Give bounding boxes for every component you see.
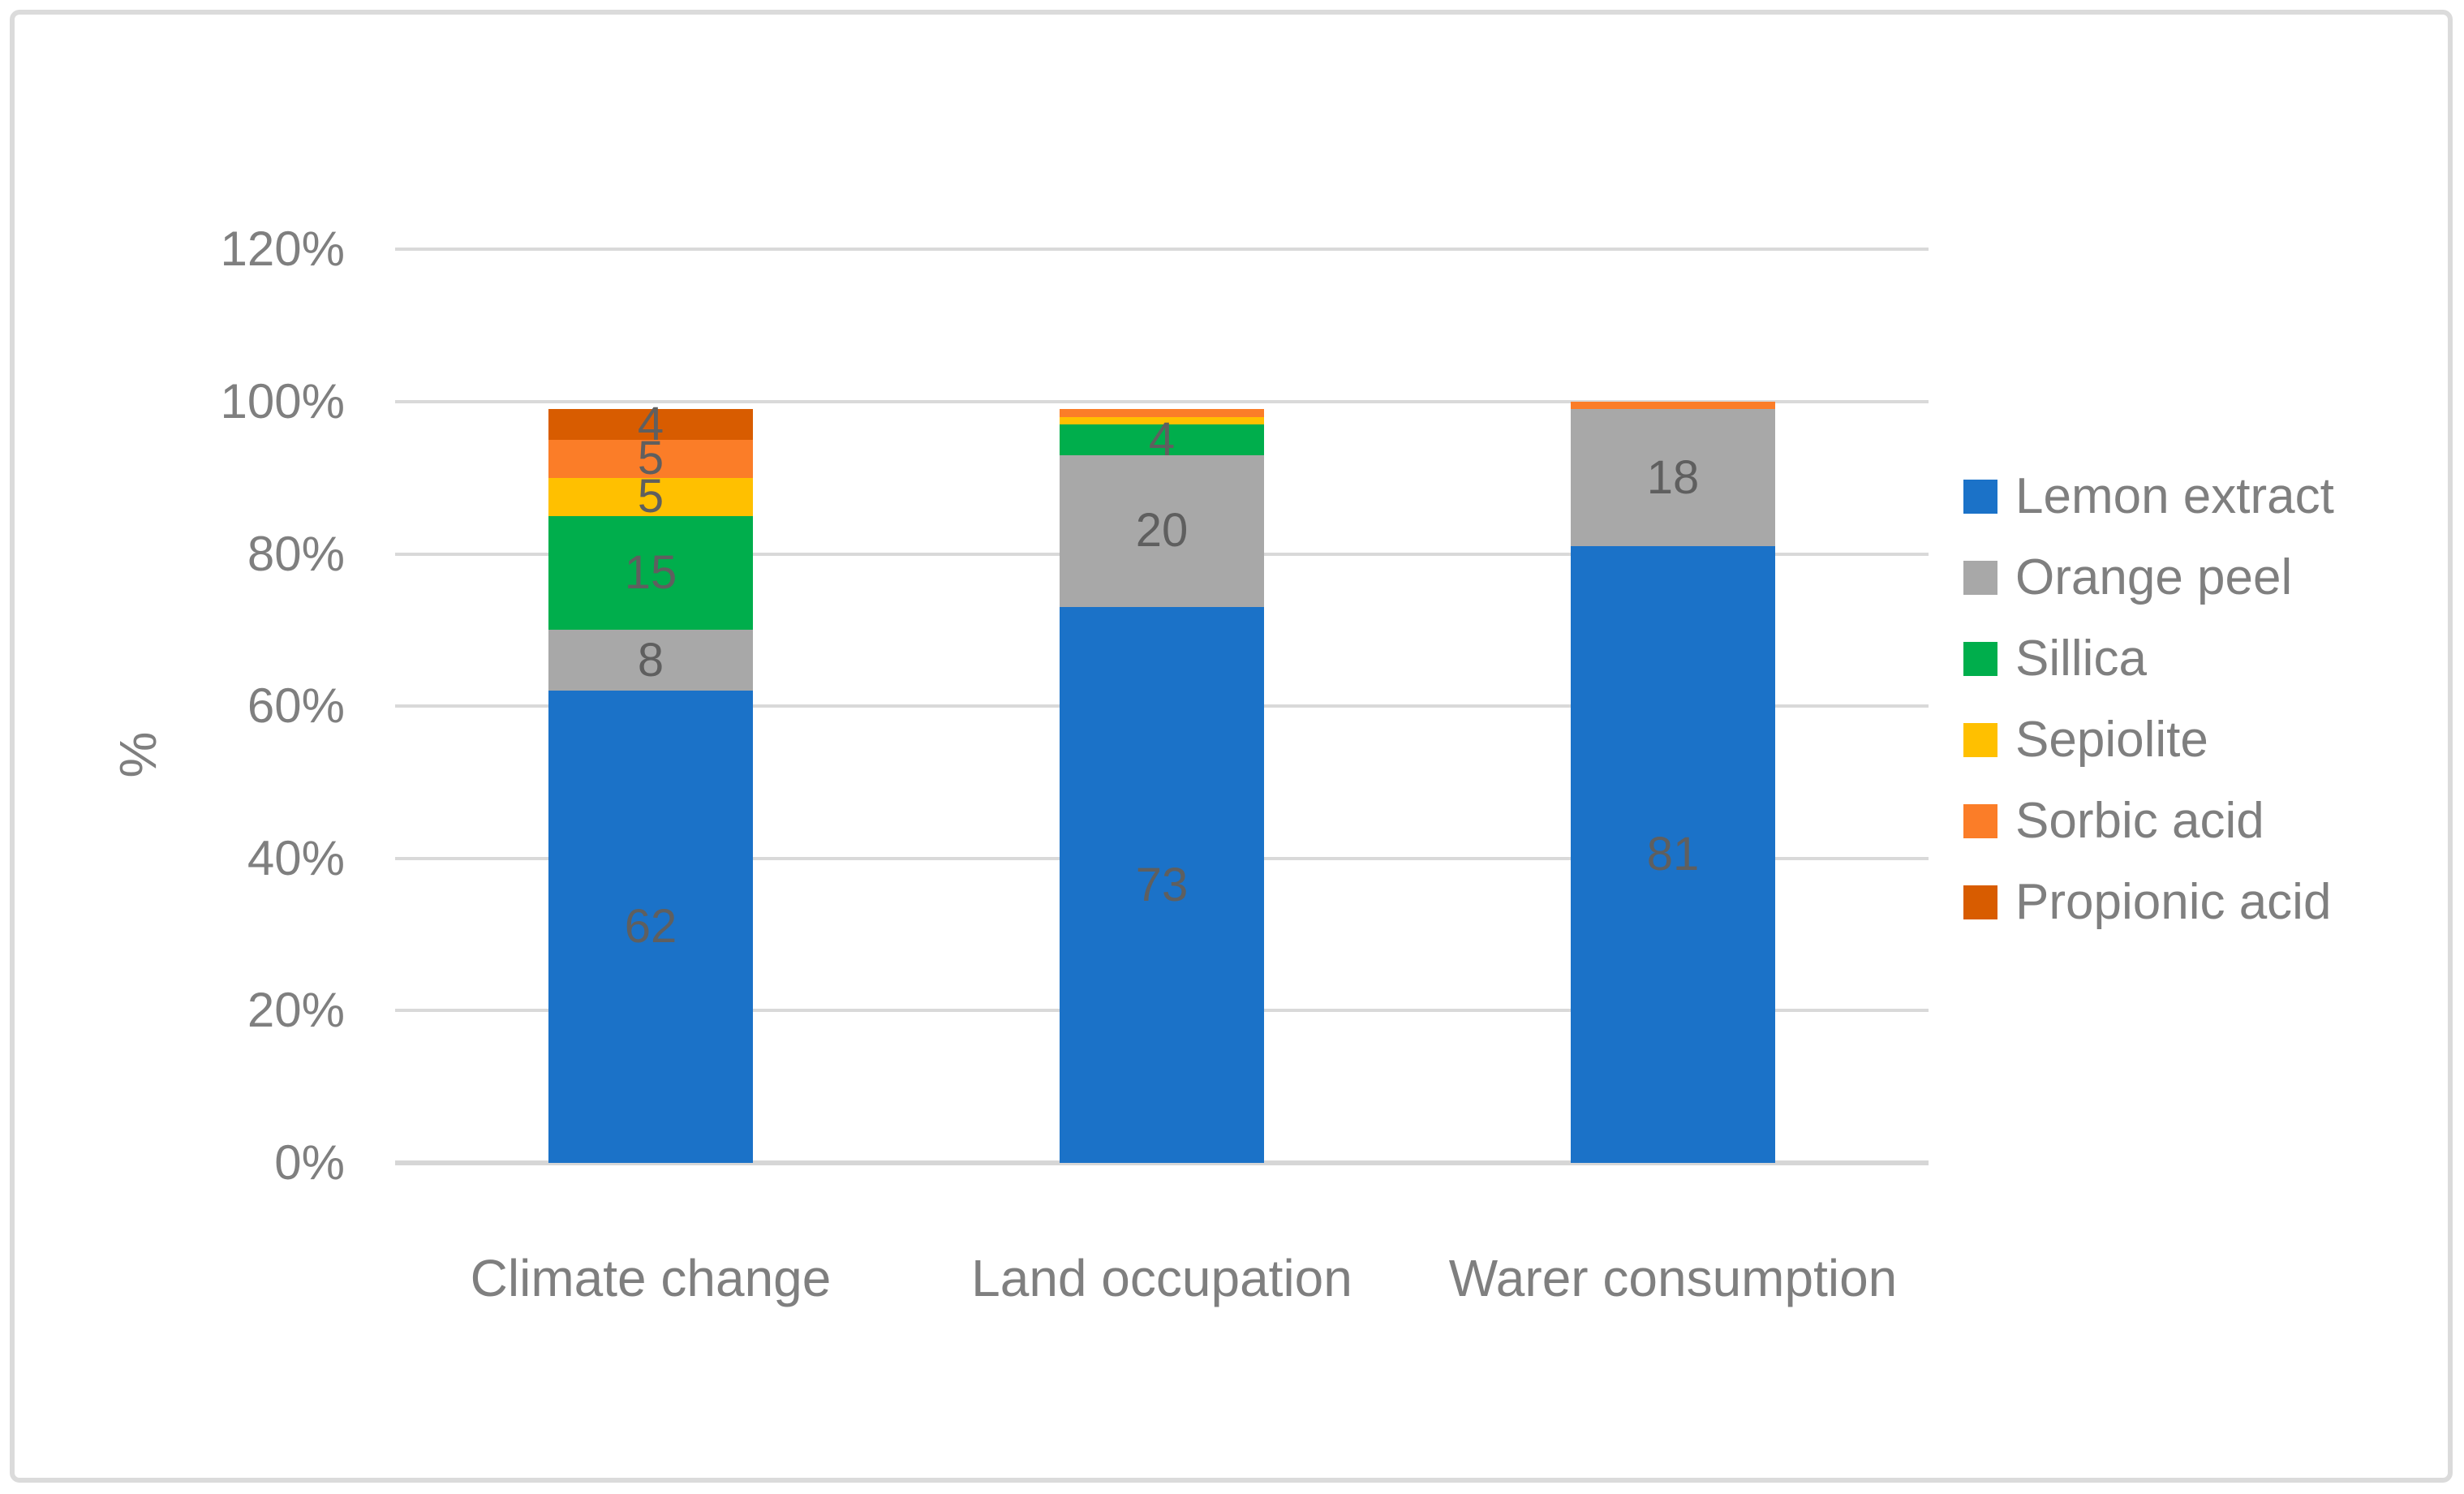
data-label: 5	[637, 470, 664, 523]
y-tick-label: 20%	[247, 983, 345, 1038]
bar-segment-lemon-extract	[548, 691, 753, 1163]
legend-swatch	[1963, 723, 1997, 757]
legend-label: Orange peel	[2015, 549, 2293, 605]
bar-segment-sepiolite	[1060, 416, 1264, 425]
data-label: 81	[1646, 828, 1700, 881]
legend-label: Lemon extract	[2015, 468, 2334, 524]
data-label: 8	[637, 633, 664, 687]
x-category-label: Warer consumption	[1448, 1249, 1898, 1307]
bar-segment-propionic-acid	[548, 409, 753, 440]
y-tick-label: 100%	[220, 374, 345, 428]
legend-item-sepiolite: Sepiolite	[1963, 700, 2208, 781]
data-label: 73	[1135, 858, 1189, 911]
x-category-label: Climate change	[470, 1249, 832, 1307]
y-tick-label: 80%	[247, 526, 345, 581]
data-label: 4	[637, 398, 664, 451]
y-tick-label: 0%	[274, 1135, 345, 1190]
legend-swatch	[1963, 561, 1997, 595]
bar-segment-sillica	[548, 515, 753, 631]
gridline	[395, 400, 1929, 403]
data-label: 18	[1646, 450, 1700, 504]
bar-segment-sorbic-acid	[1060, 409, 1264, 417]
bar-segment-sorbic-acid	[1571, 402, 1775, 410]
bar-segment-sillica	[1060, 424, 1264, 455]
legend-label: Sillica	[2015, 631, 2147, 687]
bar-segment-sorbic-acid	[548, 439, 753, 478]
bar-segment-orange-peel	[548, 630, 753, 691]
legend-item-sillica: Sillica	[1963, 618, 2147, 700]
bar-segment-lemon-extract	[1571, 546, 1775, 1163]
bar-segment-sepiolite	[548, 477, 753, 516]
legend-label: Sepiolite	[2015, 712, 2208, 768]
x-category-label: Land occupation	[971, 1249, 1352, 1307]
legend-swatch	[1963, 642, 1997, 676]
bar-segment-orange-peel	[1571, 409, 1775, 547]
legend-label: Sorbic acid	[2015, 793, 2264, 849]
legend-item-lemon-extract: Lemon extract	[1963, 456, 2334, 537]
data-label: 15	[624, 546, 677, 600]
legend-swatch	[1963, 804, 1997, 838]
gridline	[395, 248, 1929, 252]
legend-item-orange-peel: Orange peel	[1963, 537, 2292, 618]
bar-segment-lemon-extract	[1060, 607, 1264, 1163]
legend-swatch	[1963, 480, 1997, 514]
legend-swatch	[1963, 885, 1997, 919]
y-tick-label: 60%	[247, 678, 345, 734]
legend-label: Propionic acid	[2015, 874, 2332, 930]
x-axis-line	[395, 1160, 1929, 1165]
y-tick-label: 40%	[247, 830, 345, 885]
y-tick-label: 120%	[220, 222, 345, 277]
bar-segment-orange-peel	[1060, 454, 1264, 608]
legend-item-propionic-acid: Propionic acid	[1963, 862, 2331, 943]
data-label: 62	[624, 900, 677, 954]
data-label: 4	[1148, 412, 1176, 466]
legend-item-sorbic-acid: Sorbic acid	[1963, 781, 2264, 862]
data-label: 20	[1135, 504, 1189, 558]
data-label: 5	[637, 432, 664, 485]
